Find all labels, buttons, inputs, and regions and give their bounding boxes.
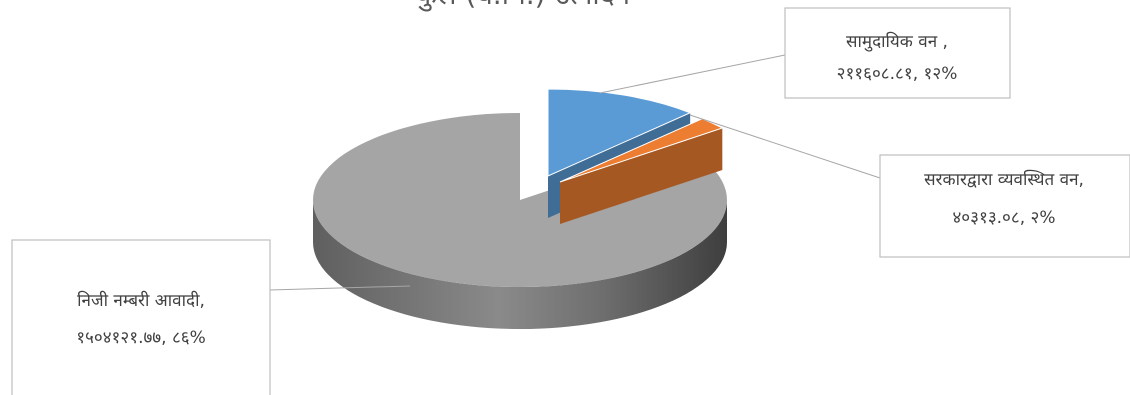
chart-title: कुल (घ.मि.) उत्पादन (416, 0, 631, 12)
label-box-community-forest (784, 7, 1011, 99)
pie-slice-community-forest-top (547, 88, 692, 177)
data-label-community-forest: सामुदायिक वन , २११६०८.८१, १२% (599, 7, 1011, 99)
label-box-private-land (11, 239, 271, 395)
leader-line-private-land (269, 285, 411, 291)
pie-slice-private-land-side (313, 200, 727, 329)
data-label-government-forest: सरकारद्वारा व्यवस्थित वन, ४०३१३.०८, २% (689, 114, 1130, 258)
label-line2-community-forest: २११६०८.८१, १२% (837, 64, 958, 84)
pie-slice-government-forest-cut-1 (560, 128, 723, 224)
pie-slice-private-land-top (312, 113, 728, 287)
label-line1-private-land: निजी नम्बरी आवादी, (77, 290, 205, 311)
pie-slices (312, 88, 728, 329)
label-line1-government-forest: सरकारद्वारा व्यवस्थित वन, (924, 169, 1084, 190)
pie-slice-private-land (312, 113, 728, 329)
leader-line-government-forest (689, 114, 881, 179)
label-line1-community-forest: सामुदायिक वन , (846, 31, 948, 52)
label-line2-private-land: १५०४१२१.७७, ८६% (76, 328, 206, 348)
label-box-government-forest (879, 154, 1130, 258)
data-label-private-land: निजी नम्बरी आवादी, १५०४१२१.७७, ८६% (11, 239, 411, 395)
leader-line-community-forest (599, 54, 786, 94)
pie-slice-government-forest (559, 118, 724, 224)
label-line2-government-forest: ४०३१३.०८, २% (952, 208, 1055, 228)
